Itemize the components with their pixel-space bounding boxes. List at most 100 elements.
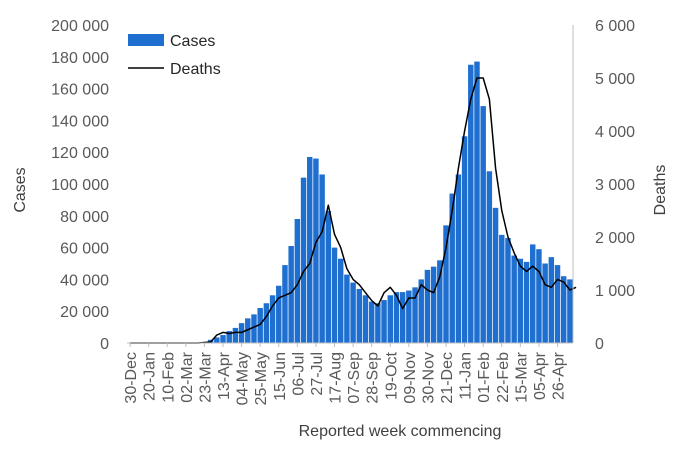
cases-bar — [430, 266, 437, 343]
left-axis-tick-label: 180 000 — [51, 50, 109, 67]
cases-bar — [350, 282, 356, 343]
x-axis-tick-label: 21-Dec — [439, 352, 456, 404]
cases-bar — [542, 263, 548, 343]
x-axis-tick-label: 13-Apr — [216, 351, 233, 400]
cases-bar — [313, 158, 319, 343]
x-axis-tick-label: 10-Feb — [160, 352, 177, 403]
x-axis-tick-label: 01-Feb — [476, 352, 493, 403]
cases-bar — [461, 136, 468, 343]
cases-bar — [530, 244, 536, 343]
cases-bar — [232, 327, 239, 343]
right-axis-tick-label: 3 000 — [595, 177, 635, 194]
cases-bar — [319, 174, 325, 343]
cases-bar — [337, 258, 344, 343]
right-axis-tick-label: 5 000 — [595, 71, 635, 88]
cases-bar — [480, 106, 486, 343]
cases-bar — [499, 234, 505, 343]
x-axis-tick-label: 17-Aug — [328, 352, 345, 404]
x-axis-tick-label: 07-Sep — [346, 352, 363, 404]
cases-bar — [424, 269, 431, 343]
x-axis-tick-label: 05-Apr — [532, 351, 549, 400]
cases-bars — [201, 61, 573, 344]
x-axis-tick-label: 11-Jan — [458, 352, 475, 400]
x-axis-tick-label: 28-Sep — [365, 352, 382, 404]
cases-bar — [226, 331, 232, 343]
cases-bar — [214, 337, 220, 343]
legend-cases-label: Cases — [170, 33, 215, 50]
cases-bar — [375, 303, 381, 343]
x-axis-title: Reported week commencing — [299, 423, 502, 440]
right-axis-tick-label: 0 — [595, 336, 604, 353]
cases-bar — [523, 261, 530, 343]
cases-bar — [288, 246, 294, 343]
cases-bar — [344, 274, 350, 343]
cases-bar — [474, 61, 480, 343]
cases-bar — [455, 174, 462, 343]
cases-bar — [276, 285, 282, 343]
cases-bar — [567, 279, 573, 343]
x-axis-tick-label: 04-May — [235, 352, 252, 405]
x-axis-tick-label: 15-Jun — [272, 352, 289, 401]
cases-bar — [307, 156, 313, 343]
left-axis-tick-label: 140 000 — [51, 113, 109, 130]
left-axis-tick-label: 160 000 — [51, 82, 109, 99]
left-axis-tick-label: 20 000 — [60, 304, 109, 321]
cases-bar — [412, 287, 418, 343]
cases-bar — [251, 314, 257, 343]
legend-cases-swatch — [128, 34, 164, 46]
left-axis-tick-label: 40 000 — [60, 272, 109, 289]
x-axis-tick-label: 30-Nov — [420, 352, 437, 404]
x-axis-tick-label: 06-Jul — [290, 352, 307, 396]
cases-bar — [449, 193, 455, 343]
right-axis-tick-label: 4 000 — [595, 124, 635, 141]
cases-bar — [418, 279, 424, 343]
cases-bar — [282, 265, 288, 343]
cases-bar — [220, 335, 226, 343]
x-axis-tick-label: 26-Apr — [551, 351, 568, 400]
x-axis-tick-label: 19-Oct — [383, 351, 400, 400]
axes — [127, 25, 574, 344]
cases-bar — [368, 301, 375, 343]
deaths-line-group — [130, 77, 577, 344]
cases-bar — [294, 218, 301, 343]
cases-bar — [492, 207, 499, 343]
deaths-line — [130, 77, 577, 344]
cases-bar — [269, 295, 276, 343]
x-axis-ticks: 30-Dec 20-Jan 10-Feb 02-Mar 23-Mar 13-Apr 04-M… — [123, 343, 568, 405]
x-axis-tick-label: 02-Mar — [179, 351, 196, 402]
cases-bar — [406, 290, 412, 343]
legend-deaths-label: Deaths — [170, 61, 221, 78]
cases-bar — [257, 308, 263, 343]
left-axis-title: Cases — [12, 167, 29, 212]
cases-bar — [331, 247, 338, 343]
cases-bar — [505, 238, 511, 343]
right-axis-title: Deaths — [652, 165, 669, 216]
cases-bar — [263, 303, 270, 343]
x-axis-tick-label: 27-Jul — [309, 352, 326, 396]
cases-bar — [517, 258, 524, 343]
cases-bar — [443, 225, 449, 343]
cases-bar — [245, 318, 251, 343]
cases-bar — [300, 177, 307, 343]
cases-bar — [381, 300, 387, 343]
legend: Cases Deaths — [128, 33, 221, 78]
left-axis-ticks: 0 20 000 40 000 60 000 80 000 100 000 120 000 1… — [51, 18, 109, 353]
x-axis-tick-label: 30-Dec — [123, 352, 140, 404]
right-axis-tick-label: 6 000 — [595, 18, 635, 35]
right-axis-tick-label: 2 000 — [595, 230, 635, 247]
cases-bar — [536, 249, 542, 343]
cases-bar — [511, 255, 517, 343]
x-axis-tick-label: 25-May — [253, 352, 270, 405]
left-axis-tick-label: 60 000 — [60, 241, 109, 258]
cases-bar — [486, 171, 493, 343]
left-axis-tick-label: 120 000 — [51, 145, 109, 162]
cases-bar — [325, 211, 332, 343]
left-axis-tick-label: 100 000 — [51, 177, 109, 194]
cases-bar — [362, 295, 369, 343]
x-axis-tick-label: 09-Nov — [402, 352, 419, 404]
cases-bar — [468, 64, 474, 343]
x-axis-tick-label: 15-Mar — [513, 351, 530, 402]
cases-bar — [437, 260, 443, 343]
